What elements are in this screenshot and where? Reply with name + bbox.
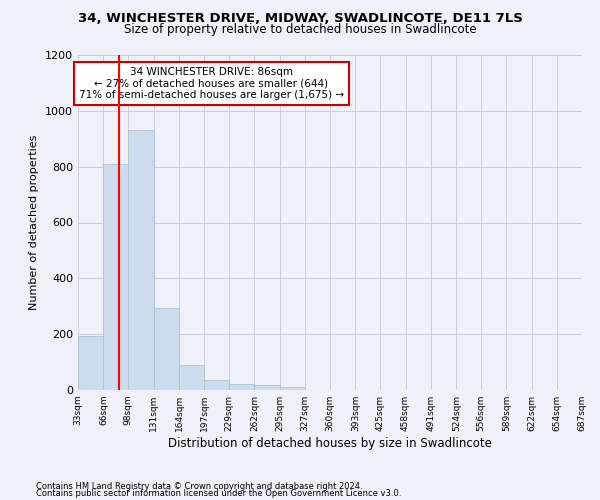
- Bar: [205, 380, 229, 390]
- Bar: [280, 386, 305, 390]
- Text: Size of property relative to detached houses in Swadlincote: Size of property relative to detached ho…: [124, 22, 476, 36]
- Y-axis label: Number of detached properties: Number of detached properties: [29, 135, 40, 310]
- Bar: [254, 386, 280, 390]
- Bar: [179, 365, 205, 390]
- Bar: [103, 164, 128, 390]
- Text: 34, WINCHESTER DRIVE, MIDWAY, SWADLINCOTE, DE11 7LS: 34, WINCHESTER DRIVE, MIDWAY, SWADLINCOT…: [77, 12, 523, 26]
- Text: 34 WINCHESTER DRIVE: 86sqm
← 27% of detached houses are smaller (644)
71% of sem: 34 WINCHESTER DRIVE: 86sqm ← 27% of deta…: [79, 66, 344, 100]
- Bar: [154, 308, 179, 390]
- Bar: [128, 130, 154, 390]
- Bar: [229, 384, 254, 390]
- Text: Contains public sector information licensed under the Open Government Licence v3: Contains public sector information licen…: [36, 489, 401, 498]
- Bar: [78, 336, 103, 390]
- X-axis label: Distribution of detached houses by size in Swadlincote: Distribution of detached houses by size …: [168, 437, 492, 450]
- Text: Contains HM Land Registry data © Crown copyright and database right 2024.: Contains HM Land Registry data © Crown c…: [36, 482, 362, 491]
